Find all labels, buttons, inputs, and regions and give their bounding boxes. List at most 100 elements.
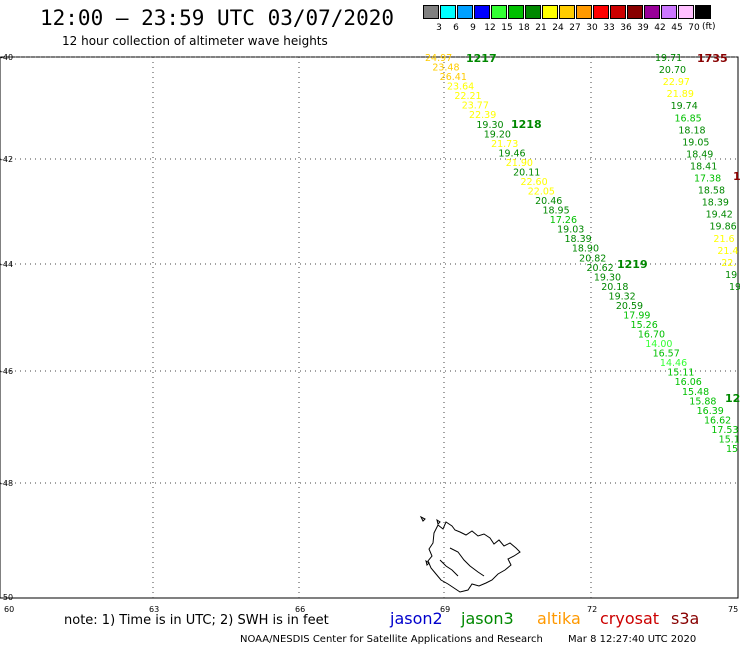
track-value: 16.62 — [704, 415, 731, 426]
track-value: 19.20 — [484, 129, 511, 140]
track-value: 23.48 — [432, 63, 459, 74]
legend-swatch — [542, 5, 558, 19]
track-value: 15.88 — [689, 396, 716, 407]
lat-label: -44 — [0, 260, 13, 269]
track-value: 19.30 — [594, 272, 621, 283]
track-value: 20.11 — [513, 167, 540, 178]
track-value: 19.32 — [609, 291, 636, 302]
lon-label: 69 — [440, 605, 450, 614]
track-value: 21.90 — [506, 158, 533, 169]
legend-label: 24 — [552, 23, 564, 33]
track-value: 20.59 — [616, 301, 643, 312]
legend-label: 33 — [603, 23, 615, 33]
satellite-jason2: jason2 — [390, 609, 443, 628]
footer-credit: NOAA/NESDIS Center for Satellite Applica… — [240, 634, 696, 645]
page-title: 12:00 — 23:59 UTC 03/07/2020 — [40, 6, 395, 30]
track-value: 21.89 — [667, 89, 694, 100]
track-value: 22.21 — [454, 91, 481, 102]
satellite-altika: altika — [537, 609, 581, 628]
track-value: 22.05 — [528, 187, 555, 198]
timestamp: Mar 8 12:27:40 UTC 2020 — [568, 634, 697, 645]
track-value: 17.26 — [550, 215, 577, 226]
track-value: 19.30 — [476, 120, 503, 131]
track-value: 18.49 — [686, 149, 713, 160]
track-value: 22.60 — [520, 177, 547, 188]
legend-label: 27 — [569, 23, 581, 33]
track-value: 19.46 — [498, 148, 525, 159]
track-value: 17.53 — [711, 425, 738, 436]
track-value: 19.71 — [655, 53, 682, 64]
axis-labels: -40 -42 -44 -46 -48 -50 60 63 66 69 72 75 — [0, 53, 738, 614]
pass-label: 1219 — [617, 258, 648, 271]
legend-label: 12 — [484, 23, 496, 33]
credit-text: NOAA/NESDIS Center for Satellite Applica… — [240, 634, 543, 645]
satellite-s3a: s3a — [671, 609, 700, 628]
track-value: 20.70 — [659, 65, 686, 76]
legend-swatch — [695, 5, 711, 19]
track-value: 19.03 — [557, 225, 584, 236]
lat-label: -40 — [0, 53, 13, 62]
legend-swatch — [627, 5, 643, 19]
track-value: 16.85 — [674, 113, 701, 124]
legend-swatch — [593, 5, 609, 19]
track-value: 24.97 — [425, 53, 452, 64]
track-value: 19.42 — [706, 210, 733, 221]
legend-label: 15 — [501, 23, 513, 33]
track-value: 23.64 — [447, 82, 474, 93]
track-value: 16.06 — [675, 377, 702, 388]
track-value: 16.70 — [638, 330, 665, 341]
track-value: 16.57 — [653, 349, 680, 360]
track-value: 18.18 — [678, 125, 705, 136]
track-value: 22. — [721, 258, 736, 269]
lat-label: -48 — [0, 479, 13, 488]
legend-label: 70 — [688, 23, 700, 33]
satellite-tracks: 24.9723.4826.4123.6422.2123.7722.3919.30… — [425, 52, 740, 455]
page-subtitle: 12 hour collection of altimeter wave hei… — [62, 34, 328, 48]
track-value: 20.82 — [579, 253, 606, 264]
legend-swatch — [678, 5, 694, 19]
lat-label: -42 — [0, 155, 13, 164]
legend-swatch — [440, 5, 456, 19]
track-value: 20.62 — [587, 263, 614, 274]
legend-label: 45 — [671, 23, 683, 33]
track-value: 17.38 — [694, 174, 721, 185]
legend-swatch — [474, 5, 490, 19]
track-value: 14.00 — [645, 339, 672, 350]
pass-label: 1 — [733, 170, 740, 183]
legend-swatch — [559, 5, 575, 19]
legend-swatch — [576, 5, 592, 19]
legend-label: 9 — [470, 23, 476, 33]
island-outline — [419, 515, 521, 593]
legend-swatch — [644, 5, 660, 19]
track-value: 18.95 — [542, 206, 569, 217]
legend-label: 30 — [586, 23, 598, 33]
legend-swatch — [423, 5, 439, 19]
legend-swatch — [661, 5, 677, 19]
track-value: 19.05 — [682, 137, 709, 148]
track-value: 23.77 — [462, 101, 489, 112]
track-value: 21.4 — [717, 246, 738, 257]
track-value: 19 — [729, 282, 740, 293]
track-value: 19 — [725, 270, 737, 281]
legend-label: 42 — [654, 23, 666, 33]
track-value: 20.46 — [535, 196, 562, 207]
track-value: 15.11 — [667, 368, 694, 379]
track-value: 22.39 — [469, 110, 496, 121]
track-value: 15.26 — [631, 320, 658, 331]
pass-label: 12 — [725, 392, 740, 405]
track-value: 18.39 — [702, 198, 729, 209]
track-value: 16.39 — [697, 406, 724, 417]
legend-swatch — [457, 5, 473, 19]
lon-label: 63 — [149, 605, 159, 614]
legend-swatch — [610, 5, 626, 19]
pass-label: 1217 — [466, 52, 497, 65]
graticule — [0, 56, 738, 598]
lon-label: 60 — [4, 605, 14, 614]
map-frame — [0, 56, 739, 599]
pass-label: 1218 — [511, 118, 542, 131]
legend-label: 6 — [453, 23, 459, 33]
track-value: 18.41 — [690, 161, 717, 172]
legend-unit: (ft) — [702, 22, 716, 32]
legend-swatch — [525, 5, 541, 19]
